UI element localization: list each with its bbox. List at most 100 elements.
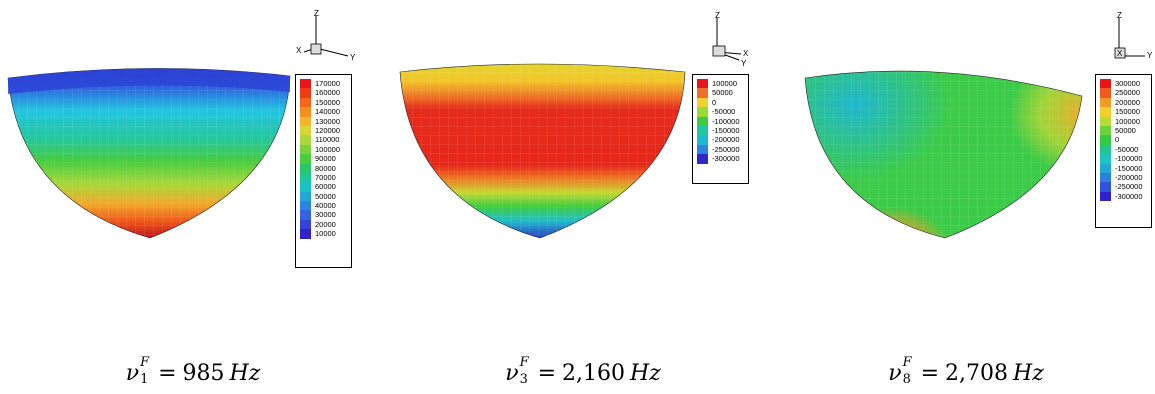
legend-swatch xyxy=(1100,135,1111,145)
legend-swatch xyxy=(1100,107,1111,117)
legend-label: -250000 xyxy=(712,144,740,154)
legend-entry: 70000 xyxy=(300,172,347,183)
legend-label: 0 xyxy=(712,97,717,107)
legend-entry: 30000 xyxy=(300,210,347,220)
legend-label: 40000 xyxy=(315,201,336,211)
legend-entry: 90000 xyxy=(300,154,347,164)
legend-swatch xyxy=(300,97,311,108)
legend-label: -300000 xyxy=(1115,191,1143,201)
legend-label: 170000 xyxy=(315,79,341,88)
legend-label: 100000 xyxy=(712,79,738,88)
legend-entry: -100000 xyxy=(1100,154,1147,164)
legend-swatch xyxy=(1100,172,1111,183)
legend-swatch xyxy=(697,79,708,89)
axis-y-label: Y xyxy=(741,59,747,66)
legend-swatch xyxy=(697,116,708,126)
legend-label: -200000 xyxy=(712,135,740,145)
legend-entry: -250000 xyxy=(1100,182,1147,192)
hemisphere-shell-3 xyxy=(804,70,1083,239)
axis-y-label: Y xyxy=(350,53,356,62)
legend-label: -100000 xyxy=(1115,154,1143,164)
color-legend-3: 300000 250000 200000 150000 100000 50000 0 -500… xyxy=(1095,74,1152,228)
legend-label: 160000 xyxy=(315,88,341,98)
legend-label: 100000 xyxy=(315,144,341,154)
axis-z-label: Z xyxy=(1117,11,1122,20)
legend-entry: -300000 xyxy=(1100,191,1147,202)
legend-label: -300000 xyxy=(712,154,740,164)
axis-x-label: X xyxy=(743,49,749,58)
legend-label: 200000 xyxy=(1115,97,1141,107)
legend-label: 70000 xyxy=(315,172,336,182)
legend-swatch xyxy=(1100,154,1111,164)
legend-swatch xyxy=(697,135,708,145)
legend-entry: 50000 xyxy=(697,88,744,98)
legend-swatch xyxy=(300,191,311,202)
axis-triad-2: Z X Y xyxy=(712,11,749,66)
legend-entry: 0 xyxy=(697,97,744,108)
legend-label: 50000 xyxy=(1115,125,1136,135)
axis-x-label: X xyxy=(1117,49,1123,58)
legend-label: 130000 xyxy=(315,116,341,126)
legend-entry: 250000 xyxy=(1100,88,1147,98)
frequency-caption-2: ν F 3 = 2,160 Hz xyxy=(505,355,661,387)
legend-entry: 0 xyxy=(1100,135,1147,145)
legend-entry: 50000 xyxy=(1100,125,1147,136)
legend-label: -250000 xyxy=(1115,182,1143,192)
legend-swatch xyxy=(1100,116,1111,126)
mode-panel-2: Z X Y 100000 50000 0 -50000 -100000 -150000 -2… xyxy=(385,0,770,394)
legend-entry: 100000 xyxy=(697,79,744,89)
legend-entry: 110000 xyxy=(300,135,347,145)
legend-label: -200000 xyxy=(1115,172,1143,182)
legend-entry: 120000 xyxy=(300,125,347,136)
legend-swatch xyxy=(1100,163,1111,173)
legend-entry: -200000 xyxy=(697,135,744,145)
legend-label: 80000 xyxy=(315,163,336,173)
legend-entry: 100000 xyxy=(300,144,347,155)
axis-z-label: Z xyxy=(314,9,319,18)
legend-swatch xyxy=(300,210,311,220)
legend-swatch xyxy=(697,88,708,98)
legend-label: 10000 xyxy=(315,229,336,239)
legend-swatch xyxy=(300,172,311,183)
legend-label: 20000 xyxy=(315,219,336,229)
legend-entry: 160000 xyxy=(300,88,347,98)
axis-triad-3: Z X Y xyxy=(1114,11,1153,60)
legend-entry: 150000 xyxy=(1100,107,1147,117)
legend-label: 110000 xyxy=(315,135,340,145)
legend-swatch xyxy=(300,144,311,155)
legend-entry: -50000 xyxy=(697,107,744,117)
legend-swatch xyxy=(697,97,708,108)
legend-swatch xyxy=(300,125,311,136)
legend-swatch xyxy=(1100,88,1111,98)
legend-label: 30000 xyxy=(315,210,336,220)
legend-label: 300000 xyxy=(1115,79,1141,88)
legend-label: -50000 xyxy=(1115,144,1139,154)
legend-entry: 200000 xyxy=(1100,97,1147,108)
legend-entry: 170000 xyxy=(300,79,347,89)
legend-label: 50000 xyxy=(712,88,733,98)
legend-label: -150000 xyxy=(712,125,740,135)
legend-entry: 150000 xyxy=(300,97,347,108)
legend-swatch xyxy=(300,154,311,164)
mode-panel-1: Z X Y 170000 160000 150000 140000 130000 1200… xyxy=(0,0,385,394)
legend-entry: 60000 xyxy=(300,182,347,192)
legend-label: 120000 xyxy=(315,125,341,135)
legend-swatch xyxy=(300,229,311,239)
legend-entry: 140000 xyxy=(300,107,347,117)
legend-label: -150000 xyxy=(1115,163,1143,173)
axis-triad-1: Z X Y xyxy=(296,9,356,62)
legend-entry: 20000 xyxy=(300,219,347,230)
legend-swatch xyxy=(1100,125,1111,136)
axis-z-label: Z xyxy=(715,11,720,20)
legend-label: 250000 xyxy=(1115,88,1141,98)
legend-label: 50000 xyxy=(315,191,336,201)
frequency-caption-1: ν F 1 = 985 Hz xyxy=(125,355,261,387)
color-legend-1: 170000 160000 150000 140000 130000 120000 1100… xyxy=(295,74,352,268)
legend-swatch xyxy=(300,88,311,98)
legend-entry: -50000 xyxy=(1100,144,1147,155)
legend-swatch xyxy=(300,182,311,192)
color-legend-2: 100000 50000 0 -50000 -100000 -150000 -200000-… xyxy=(692,74,749,184)
legend-swatch xyxy=(300,219,311,230)
legend-entry: -300000 xyxy=(697,154,744,164)
legend-swatch xyxy=(300,107,311,117)
